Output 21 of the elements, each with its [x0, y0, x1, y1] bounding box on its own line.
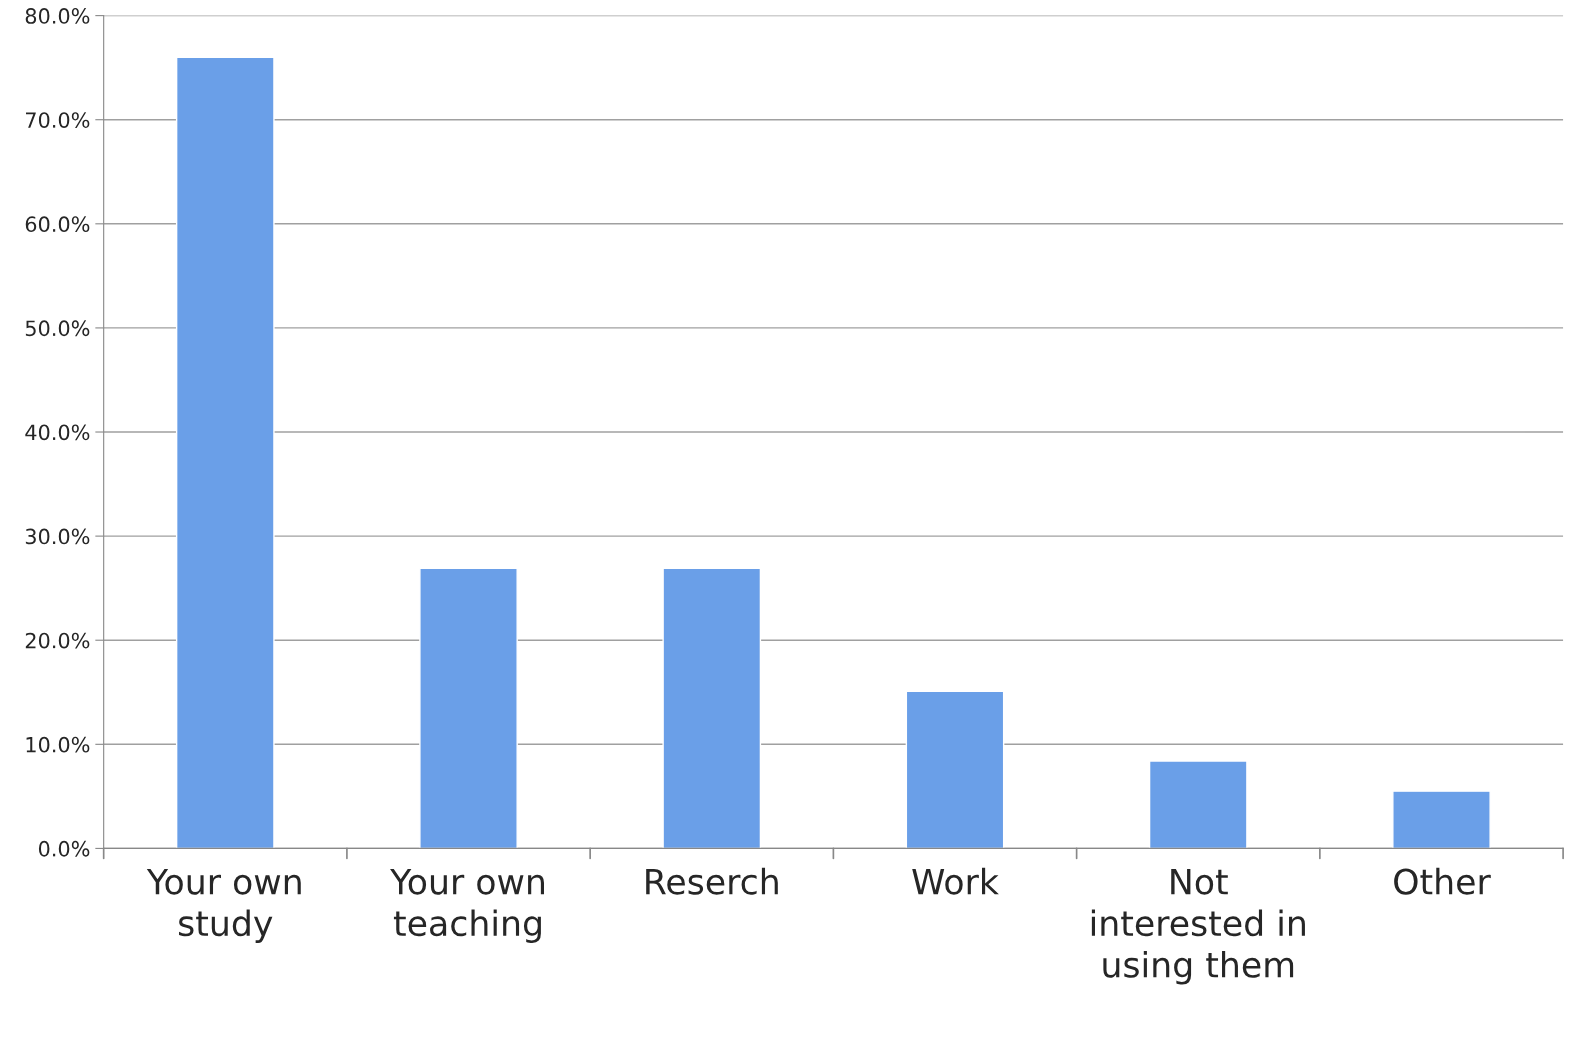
y-tick-label: 30.0%: [25, 528, 90, 545]
y-tick-label: 40.0%: [25, 424, 90, 441]
bar: [175, 56, 275, 849]
y-tick-label: 10.0%: [26, 736, 90, 753]
x-tick-label: Reserch: [646, 867, 778, 895]
x-tick-label: Other: [1394, 867, 1491, 895]
bar: [419, 567, 518, 849]
bar: [662, 567, 762, 849]
bar: [1148, 760, 1248, 849]
x-tick-label: Work: [912, 867, 999, 895]
y-tick-label: 0.0%: [38, 840, 90, 857]
y-tick-label: 20.0%: [25, 632, 90, 649]
y-tick-label: 80.0%: [25, 8, 90, 24]
y-tick-label: 70.0%: [26, 112, 90, 128]
x-tick-label: Your own study: [146, 868, 301, 943]
y-tick-label: 50.0%: [25, 320, 90, 337]
y-tick-label: 60.0%: [25, 216, 90, 233]
bar: [1392, 790, 1491, 849]
x-tick-label: Your own teaching: [390, 868, 544, 943]
x-tick-label: Not interested in using them: [1091, 868, 1305, 985]
bar: [905, 690, 1005, 849]
